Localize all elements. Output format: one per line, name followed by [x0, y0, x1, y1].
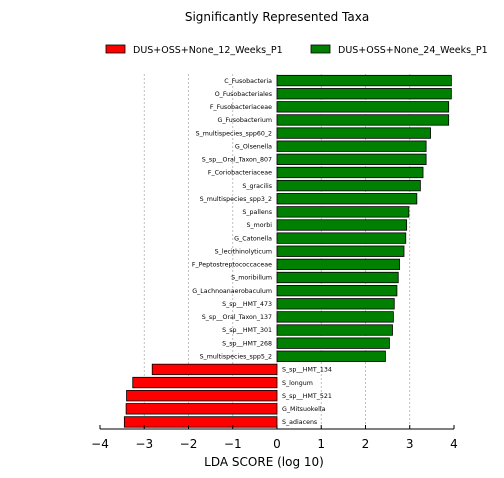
legend: DUS+OSS+None_12_Weeks_P1 DUS+OSS+None_24_… — [105, 44, 488, 56]
bar — [276, 114, 450, 126]
bar-label: S_sp__HMT_134 — [282, 367, 332, 374]
bar — [276, 258, 400, 271]
bar — [276, 324, 393, 336]
bar — [276, 153, 427, 165]
legend-swatch — [310, 44, 331, 54]
x-tick-label: −1 — [224, 437, 242, 451]
x-tick-label: −4 — [91, 437, 109, 451]
chart-title: Significantly Represented Taxa — [185, 10, 369, 24]
bar-label: S_gracilis — [242, 183, 272, 190]
legend-label: DUS+OSS+None_24_Weeks_P1 — [338, 45, 488, 56]
bar-label: F_Fusobacteriaceae — [210, 104, 272, 111]
bar — [276, 337, 390, 349]
bar-label: S_sp__Oral_Taxon_137 — [202, 314, 272, 321]
bar-label: F_Peptostreptococcaceae — [192, 262, 272, 269]
bar-label: S_multispecies_spp5_2 — [200, 353, 272, 360]
bar — [276, 219, 408, 231]
bar — [276, 206, 410, 218]
bar-label: S_multispecies_spp60_2 — [196, 130, 272, 137]
bar — [123, 416, 278, 428]
bar — [276, 88, 452, 100]
bar-label: S_moribillum — [231, 275, 272, 282]
bar — [125, 403, 278, 415]
bar — [276, 284, 398, 297]
bar-label: S_pallens — [242, 209, 272, 216]
bar — [276, 193, 418, 205]
bar-label: F_Coriobacteriaceae — [208, 170, 272, 177]
bars-group — [123, 74, 452, 428]
bar — [276, 232, 407, 244]
bar — [276, 166, 424, 179]
bar-label: G_Mitsuokella — [282, 406, 326, 413]
bar — [276, 311, 394, 323]
x-tick-label: 1 — [317, 437, 325, 451]
bar-label: S_sp__HMT_301 — [222, 327, 272, 334]
x-tick-label: 2 — [362, 437, 370, 451]
bar — [276, 245, 405, 257]
x-tick-label: 3 — [406, 437, 414, 451]
bar-label: C_Fusobacteria — [224, 78, 272, 85]
bar — [276, 140, 427, 152]
bar-label: S_sp__Oral_Taxon_807 — [202, 157, 272, 164]
bar-label: G_Fusobacterium — [217, 117, 272, 124]
bar — [276, 179, 421, 192]
bar-label: S_morbi — [247, 222, 273, 229]
bar-label: S_sp__HMT_473 — [222, 301, 272, 308]
bar — [276, 298, 395, 310]
bar — [276, 101, 450, 113]
bar — [276, 127, 431, 139]
x-tick-label: 0 — [273, 437, 281, 451]
bar-label: S_adiacens — [282, 419, 317, 426]
bar-label: S_longum — [282, 380, 313, 387]
x-tick-label: −3 — [135, 437, 153, 451]
x-axis: −4 −3 −2 −1 0 1 2 3 4 — [91, 425, 458, 451]
x-axis-label: LDA SCORE (log 10) — [204, 455, 324, 469]
bar — [132, 376, 278, 389]
bar-label: G_Catonella — [234, 235, 272, 242]
bar-label: S_sp__HMT_521 — [282, 393, 332, 400]
bar — [276, 350, 386, 362]
bar — [276, 74, 452, 87]
bar-label: S_sp__HMT_268 — [222, 340, 272, 347]
x-tick-label: −2 — [180, 437, 198, 451]
legend-swatch — [105, 44, 126, 54]
bar-labels-group: C_Fusobacteria O_Fusobacteriales F_Fusobac… — [192, 78, 332, 426]
bar-label: G_Lachnoanaerobaculum — [192, 288, 272, 295]
bar-label: S_multispecies_spp3_2 — [200, 196, 272, 203]
bar-label: G_Olsenella — [235, 143, 272, 150]
bar — [276, 271, 399, 284]
bar-label: S_lecithinolyticum — [215, 248, 272, 255]
bar — [126, 390, 278, 402]
legend-label: DUS+OSS+None_12_Weeks_P1 — [133, 45, 283, 56]
bar — [151, 363, 278, 376]
bar-label: O_Fusobacteriales — [215, 91, 272, 98]
x-tick-label: 4 — [450, 437, 458, 451]
